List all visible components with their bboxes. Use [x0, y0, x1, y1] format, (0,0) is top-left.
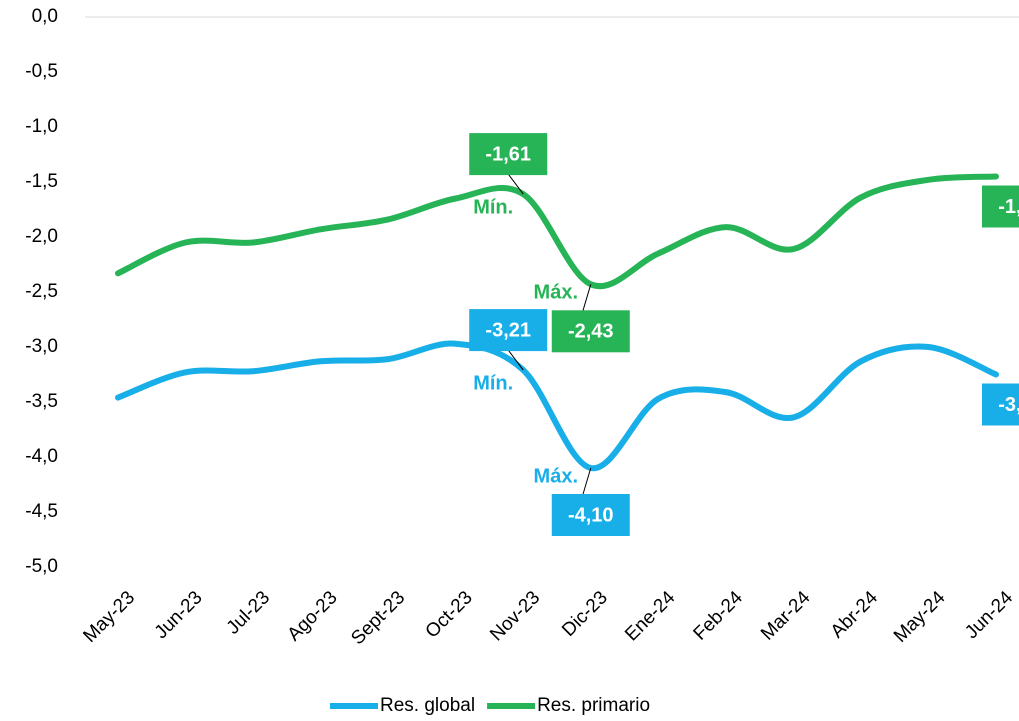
x-tick-label: Sept-23: [347, 587, 409, 649]
x-tick-label: May-24: [890, 587, 950, 647]
value-label: -3,21: [485, 319, 531, 341]
y-tick-label: -5,0: [25, 556, 58, 577]
leader-line: [582, 467, 592, 496]
x-tick-label: Jul-23: [223, 587, 274, 638]
x-tick-label: May-23: [79, 587, 139, 647]
annotation: Máx.: [534, 282, 578, 304]
y-tick-label: -2,5: [25, 281, 58, 302]
x-tick-label: Ene-24: [621, 587, 679, 645]
x-tick-label: Abr-24: [827, 587, 882, 642]
value-label: -3,25: [998, 394, 1019, 416]
y-tick-label: -4,0: [25, 446, 58, 467]
x-tick-label: Jun-23: [151, 587, 207, 643]
annotation: Mín.: [473, 372, 513, 394]
y-tick-label: -3,0: [25, 336, 58, 357]
series-line: [115, 340, 999, 472]
x-tick-label: Jun-24: [961, 587, 1017, 643]
y-tick-label: -4,5: [25, 501, 58, 522]
value-label-box: [469, 309, 548, 352]
series-line: [115, 173, 999, 290]
value-label-box: [551, 310, 630, 353]
x-tick-label: Mar-24: [757, 587, 815, 645]
value-label-box: [982, 383, 1019, 426]
x-tick-label: Dic-23: [558, 587, 612, 641]
x-tick-label: Nov-23: [486, 587, 544, 645]
y-tick-label: -0,5: [25, 61, 58, 82]
leader-line: [582, 284, 592, 312]
x-tick-label: Feb-24: [690, 587, 748, 645]
y-tick-label: -2,0: [25, 226, 58, 247]
y-tick-label: 0,0: [32, 6, 58, 27]
value-label-box: [982, 185, 1019, 228]
leader-line: [507, 349, 524, 371]
annotation: Mín.: [473, 196, 513, 218]
x-tick-label: Oct-23: [422, 587, 477, 642]
y-tick-label: -3,5: [25, 391, 58, 412]
legend-label: Res. primario: [537, 695, 650, 716]
annotation: Máx.: [534, 465, 578, 487]
value-label: -1,61: [485, 143, 531, 165]
y-tick-label: -1,5: [25, 171, 58, 192]
value-label: -2,43: [568, 321, 614, 343]
value-label-box: [469, 133, 548, 176]
legend-label: Res. global: [380, 695, 475, 716]
y-tick-label: -1,0: [25, 116, 58, 137]
value-label: -1,45: [998, 196, 1019, 218]
leader-line: [507, 173, 524, 195]
value-label-box: [551, 494, 630, 536]
x-tick-label: Ago-23: [284, 587, 342, 645]
value-label: -4,10: [568, 504, 614, 526]
